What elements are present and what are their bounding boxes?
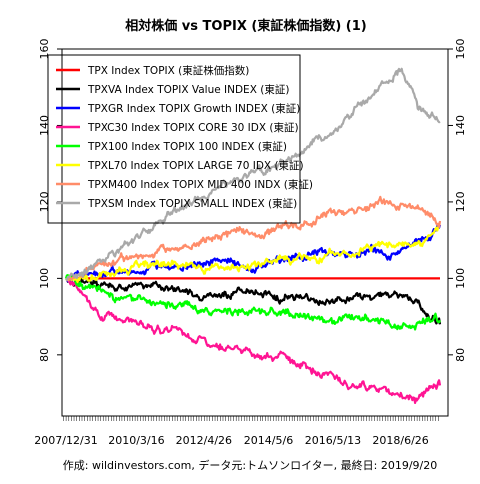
x-tick-label: 2012/4/26 (176, 434, 232, 447)
axes: 80 80 100 100 120 120 140 140 160 160 2007/12/31 20… (34, 39, 467, 448)
chart-title: 相対株価 vs TOPIX (東証株価指数) (1) (125, 18, 366, 34)
series-line (65, 67, 441, 281)
series-lines (64, 67, 442, 404)
source-caption: 作成: wildinvestors.com, データ元:トムソンロイター, 最終… (63, 458, 437, 472)
x-tick-label: 2014/5/6 (244, 434, 293, 447)
y-tick-label-left: 80 (38, 348, 51, 362)
y-tick-label-left: 120 (38, 191, 51, 212)
legend-label: TPX100 Index TOPIX 100 INDEX (東証) (87, 140, 287, 153)
y-tick-label-left: 100 (38, 268, 51, 289)
series-line (65, 277, 442, 325)
y-tick-label-left: 160 (38, 39, 51, 60)
y-tick-label-right: 100 (454, 268, 467, 289)
series-line (65, 195, 442, 282)
legend-label: TPXVA Index TOPIX Value INDEX (東証) (87, 83, 289, 96)
x-tick-label: 2018/6/26 (372, 434, 428, 447)
legend-box (47, 54, 301, 224)
legend-label: TPXC30 Index TOPIX CORE 30 IDX (東証) (87, 121, 299, 134)
legend-label: TPX Index TOPIX (東証株価指数) (87, 64, 249, 77)
y-tick-label-right: 80 (454, 348, 467, 362)
y-tick-label-right: 140 (454, 115, 467, 136)
legend-label: TPXL70 Index TOPIX LARGE 70 IDX (東証) (87, 159, 304, 172)
y-tick-label-right: 120 (454, 191, 467, 212)
x-tick-label: 2010/3/16 (108, 434, 164, 447)
series-line (65, 277, 442, 404)
series-line (65, 223, 441, 284)
legend-label: TPXSM Index TOPIX SMALL INDEX (東証) (87, 197, 297, 210)
x-tick-label: 2007/12/31 (34, 434, 97, 447)
legend-label: TPXM400 Index TOPIX MID 400 INDX (東証) (87, 178, 313, 191)
y-tick-label-left: 140 (38, 115, 51, 136)
legend: TPX Index TOPIX (東証株価指数) TPXVA Index TOPI… (47, 54, 313, 224)
series-line (64, 273, 441, 331)
x-tick-label: 2016/5/13 (305, 434, 361, 447)
y-tick-label-right: 160 (454, 39, 467, 60)
legend-label: TPXGR Index TOPIX Growth INDEX (東証) (87, 102, 300, 115)
